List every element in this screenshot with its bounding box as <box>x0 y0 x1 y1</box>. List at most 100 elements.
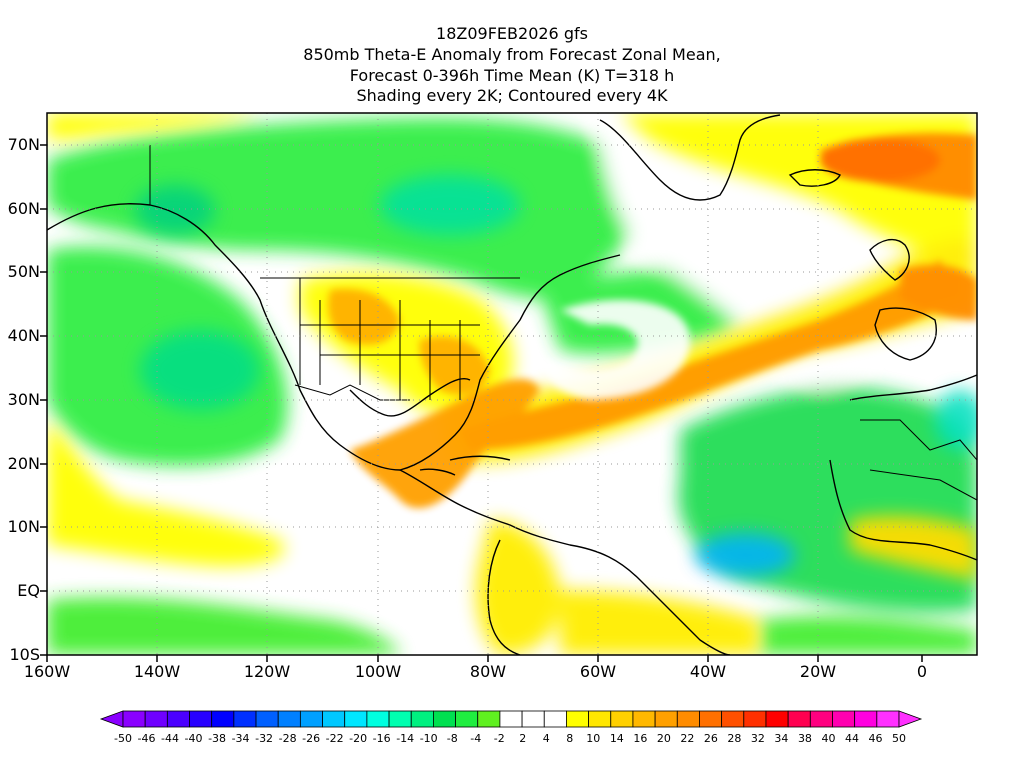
colorbar-swatch <box>255 710 279 728</box>
colorbar-swatch <box>632 710 656 728</box>
colorbar-swatch <box>299 710 323 728</box>
lon-label-80w: 80W <box>469 662 507 681</box>
title-line-3: Forecast 0-396h Time Mean (K) T=318 h <box>349 66 675 85</box>
colorbar-swatch <box>233 710 257 728</box>
colorbar-label: -26 <box>302 732 321 745</box>
colorbar-label: -2 <box>493 732 505 745</box>
colorbar-label: -44 <box>161 732 179 745</box>
colorbar-label: -4 <box>470 732 482 745</box>
colorbar <box>99 710 923 728</box>
lon-label-60w: 60W <box>579 662 617 681</box>
lat-label-60n: 60N <box>7 199 40 218</box>
colorbar-swatch <box>410 710 434 728</box>
axis-ticks <box>40 144 923 662</box>
colorbar-label: 10 <box>586 732 601 745</box>
shaded-field <box>47 113 977 655</box>
lon-label-120w: 120W <box>243 662 291 681</box>
colorbar-label: -38 <box>208 732 227 745</box>
colorbar-label: 2 <box>519 732 527 745</box>
colorbar-swatch <box>432 710 456 728</box>
colorbar-swatch <box>166 710 190 728</box>
colorbar-label: 34 <box>774 732 789 745</box>
colorbar-swatch <box>699 710 723 728</box>
colorbar-label: 40 <box>821 732 836 745</box>
colorbar-label: -34 <box>231 732 250 745</box>
colorbar-swatch <box>765 710 789 728</box>
lat-label-10s: 10S <box>9 645 40 664</box>
colorbar-swatch <box>676 710 700 728</box>
colorbar-label: 4 <box>542 732 550 745</box>
colorbar-swatch <box>543 710 567 728</box>
colorbar-swatch <box>566 710 590 728</box>
lat-label-40n: 40N <box>7 326 40 345</box>
lat-label-eq: EQ <box>17 581 40 600</box>
colorbar-label: 38 <box>797 732 812 745</box>
colorbar-swatch <box>499 710 523 728</box>
map-frame <box>46 112 978 656</box>
colorbar-swatch <box>189 710 213 728</box>
colorbar-label: 28 <box>727 732 742 745</box>
lat-label-30n: 30N <box>7 390 40 409</box>
colorbar-swatch <box>144 710 168 728</box>
colorbar-label: -10 <box>419 732 438 745</box>
colorbar-label: -16 <box>372 732 391 745</box>
colorbar-label: -50 <box>114 732 132 745</box>
colorbar-swatch <box>832 710 856 728</box>
colorbar-label: -46 <box>137 732 156 745</box>
lat-label-20n: 20N <box>7 454 40 473</box>
colorbar-swatch <box>588 710 612 728</box>
colorbar-swatch <box>809 710 833 728</box>
colorbar-label: -28 <box>278 732 297 745</box>
colorbar-swatch <box>388 710 412 728</box>
colorbar-label: 20 <box>656 732 671 745</box>
colorbar-swatch <box>610 710 634 728</box>
colorbar-label: 22 <box>680 732 695 745</box>
colorbar-label: -20 <box>349 732 368 745</box>
title-line-1: 18Z09FEB2026 gfs <box>436 24 588 43</box>
title-line-2: 850mb Theta-E Anomaly from Forecast Zona… <box>303 45 721 64</box>
title-line-4: Shading every 2K; Contoured every 4K <box>356 86 668 105</box>
colorbar-label: 14 <box>609 732 624 745</box>
colorbar-arrow-left <box>99 710 124 728</box>
colorbar-swatch <box>477 710 501 728</box>
colorbar-label: -22 <box>325 732 344 745</box>
colorbar-label: 16 <box>633 732 648 745</box>
lon-label-20w: 20W <box>799 662 837 681</box>
colorbar-swatch <box>344 710 368 728</box>
colorbar-arrow-right <box>898 710 923 728</box>
colorbar-swatch <box>743 710 767 728</box>
colorbar-label: 46 <box>868 732 883 745</box>
lat-label-10n: 10N <box>7 517 40 536</box>
colorbar-swatch <box>122 710 146 728</box>
colorbar-swatch <box>521 710 545 728</box>
borders <box>149 145 977 501</box>
lon-label-0: 0 <box>916 662 928 681</box>
colorbar-label: 8 <box>566 732 574 745</box>
lat-label-50n: 50N <box>7 262 40 281</box>
colorbar-label: -8 <box>446 732 458 745</box>
colorbar-swatch <box>787 710 811 728</box>
lat-label-70n: 70N <box>7 135 40 154</box>
colorbar-label: -14 <box>396 732 415 745</box>
colorbar-swatch <box>854 710 878 728</box>
colorbar-label: 26 <box>703 732 718 745</box>
colorbar-swatch <box>876 710 900 728</box>
colorbar-swatch <box>366 710 390 728</box>
lon-label-100w: 100W <box>354 662 402 681</box>
lon-label-140w: 140W <box>133 662 181 681</box>
colorbar-label: -32 <box>255 732 274 745</box>
colorbar-swatch <box>277 710 301 728</box>
colorbar-swatch <box>455 710 479 728</box>
colorbar-swatch <box>211 710 235 728</box>
colorbar-label: 32 <box>750 732 765 745</box>
coastlines <box>47 114 977 655</box>
lon-label-160w: 160W <box>23 662 71 681</box>
colorbar-label: 50 <box>892 732 906 745</box>
colorbar-swatch <box>654 710 678 728</box>
colorbar-label: -40 <box>184 732 203 745</box>
lon-label-40w: 40W <box>689 662 727 681</box>
colorbar-swatch <box>322 710 346 728</box>
grid-lines <box>47 113 977 655</box>
colorbar-swatch <box>721 710 745 728</box>
